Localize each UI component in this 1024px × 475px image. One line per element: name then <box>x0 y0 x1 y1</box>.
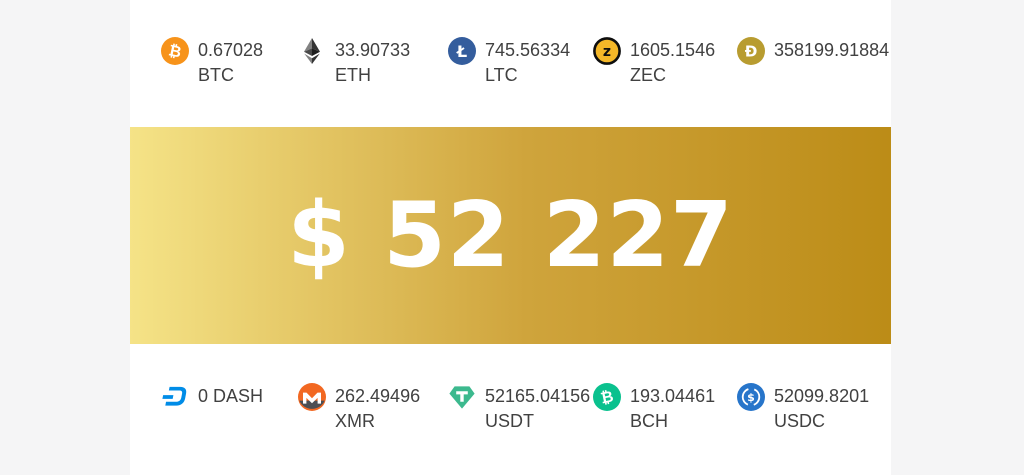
banner-bottom-notch <box>488 449 538 475</box>
balance-item-usdt: 52165.04156 USDT <box>448 384 590 434</box>
balance-value: 0 DASH <box>198 386 264 406</box>
balance-value: 358199.91884 <box>774 40 890 60</box>
balance-label: LTC <box>485 65 518 85</box>
balance-item-usdc: $ 52099.8201 USDC <box>737 383 870 434</box>
balance-value: 0.67028 <box>198 40 264 60</box>
svg-text:₿: ₿ <box>599 387 615 407</box>
balance-label: USDT <box>485 411 534 431</box>
svg-text:₿: ₿ <box>167 41 183 61</box>
balance-item-doge: Ð 358199.91884 <box>737 37 890 65</box>
balance-item-bch: ₿ 193.04461 BCH <box>593 383 716 434</box>
svg-text:Ð: Ð <box>745 42 758 60</box>
svg-text:Ł: Ł <box>456 42 467 61</box>
xmr-icon <box>298 383 326 411</box>
top-balance-row: ₿ 0.67028 BTC <box>130 37 891 128</box>
balance-value: 193.04461 <box>630 386 716 406</box>
usdt-icon <box>448 383 476 411</box>
balance-value: 262.49496 <box>335 386 421 406</box>
balance-label: ETH <box>335 65 371 85</box>
balance-value: 33.90733 <box>335 40 411 60</box>
balance-item-xmr: 262.49496 XMR <box>298 383 421 434</box>
doge-icon: Ð <box>737 37 765 65</box>
btc-icon: ₿ <box>161 37 189 65</box>
balance-item-eth: 33.90733 ETH <box>298 38 410 88</box>
balance-item-btc: ₿ 0.67028 BTC <box>161 37 264 88</box>
balance-value: 745.56334 <box>485 40 571 60</box>
svg-text:$: $ <box>747 391 755 404</box>
balance-label: BCH <box>630 411 669 431</box>
eth-icon <box>298 37 326 65</box>
bch-icon: ₿ <box>593 383 621 411</box>
balance-label: XMR <box>335 411 375 431</box>
svg-text:z: z <box>603 44 611 60</box>
balance-item-zec: z 1605.1546 ZEC <box>593 37 716 88</box>
balance-value: 1605.1546 <box>630 40 716 60</box>
balance-item-ltc: Ł 745.56334 LTC <box>448 37 571 88</box>
usdc-icon: $ <box>737 383 765 411</box>
banner-top-notch <box>488 0 538 26</box>
balance-card: ₿ 0.67028 BTC <box>130 0 891 475</box>
balance-value: 52165.04156 <box>485 386 591 406</box>
total-banner: $ 52 227 <box>130 127 891 344</box>
balance-label: BTC <box>198 65 234 85</box>
ltc-icon: Ł <box>448 37 476 65</box>
balance-label: ZEC <box>630 65 666 85</box>
balance-label: USDC <box>774 411 826 431</box>
balance-item-dash: 0 DASH <box>161 384 263 411</box>
balance-value: 52099.8201 <box>774 386 870 406</box>
bottom-balance-row: 0 DASH 262.49496 XMR <box>130 383 891 474</box>
total-usd-amount: $ 52 227 <box>287 183 734 288</box>
dash-icon <box>161 383 189 411</box>
zec-icon: z <box>593 37 621 65</box>
